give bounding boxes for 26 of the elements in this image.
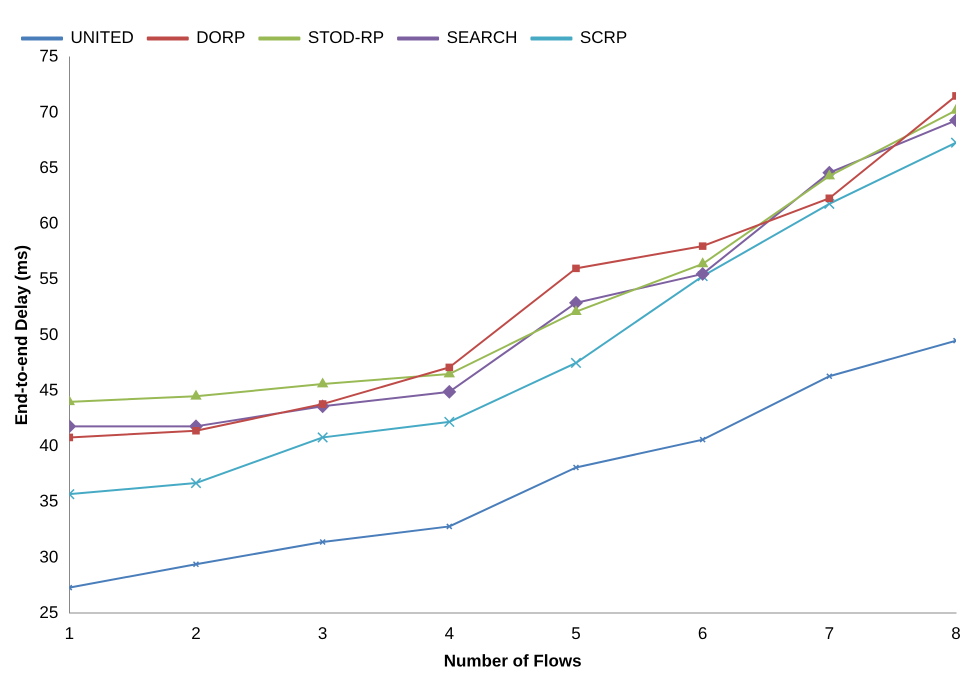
y-tick-label: 75 <box>39 46 58 66</box>
y-tick-label: 30 <box>39 547 58 566</box>
legend-label: STOD-RP <box>308 28 384 48</box>
x-tick-label: 5 <box>571 624 581 644</box>
y-tick-label: 60 <box>39 214 58 233</box>
y-tick-label: 65 <box>39 158 58 177</box>
y-tick-label: 55 <box>39 269 58 288</box>
x-tick-label: 2 <box>191 624 201 644</box>
y-tick-label: 25 <box>39 602 58 622</box>
y-tick-label: 45 <box>39 380 58 400</box>
x-tick-label: 3 <box>318 624 328 644</box>
legend-label: SCRP <box>580 28 628 48</box>
y-axis-title: End-to-end Delay (ms) <box>12 244 31 426</box>
y-tick-label: 70 <box>39 102 58 122</box>
y-tick-label: 35 <box>39 492 58 511</box>
x-tick-label: 7 <box>824 624 834 644</box>
x-tick-label: 6 <box>698 624 708 644</box>
x-tick-label: 1 <box>64 624 74 644</box>
y-tick-label: 50 <box>39 324 58 344</box>
x-tick-label: 8 <box>951 624 961 644</box>
y-tick-label: 40 <box>39 436 58 456</box>
legend-label: DORP <box>196 28 246 48</box>
legend-label: SEARCH <box>446 28 518 48</box>
x-tick-label: 4 <box>444 624 454 644</box>
x-axis-title: Number of Flows <box>444 651 582 670</box>
legend-label: UNITED <box>70 28 134 48</box>
